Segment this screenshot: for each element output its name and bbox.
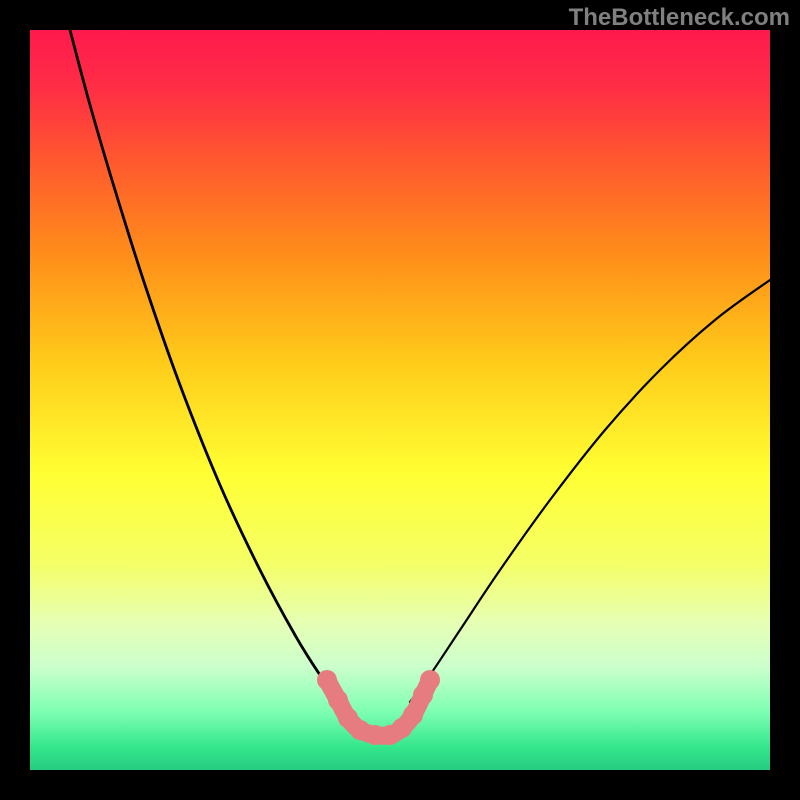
optimal-range-bead xyxy=(317,670,337,690)
optimal-range-bead xyxy=(403,705,423,725)
gradient-background xyxy=(30,30,770,770)
optimal-range-bead xyxy=(328,690,348,710)
optimal-range-bead xyxy=(420,670,440,690)
bottleneck-curve-chart xyxy=(0,0,800,800)
watermark-text: TheBottleneck.com xyxy=(569,4,790,32)
chart-container: TheBottleneck.com xyxy=(0,0,800,800)
